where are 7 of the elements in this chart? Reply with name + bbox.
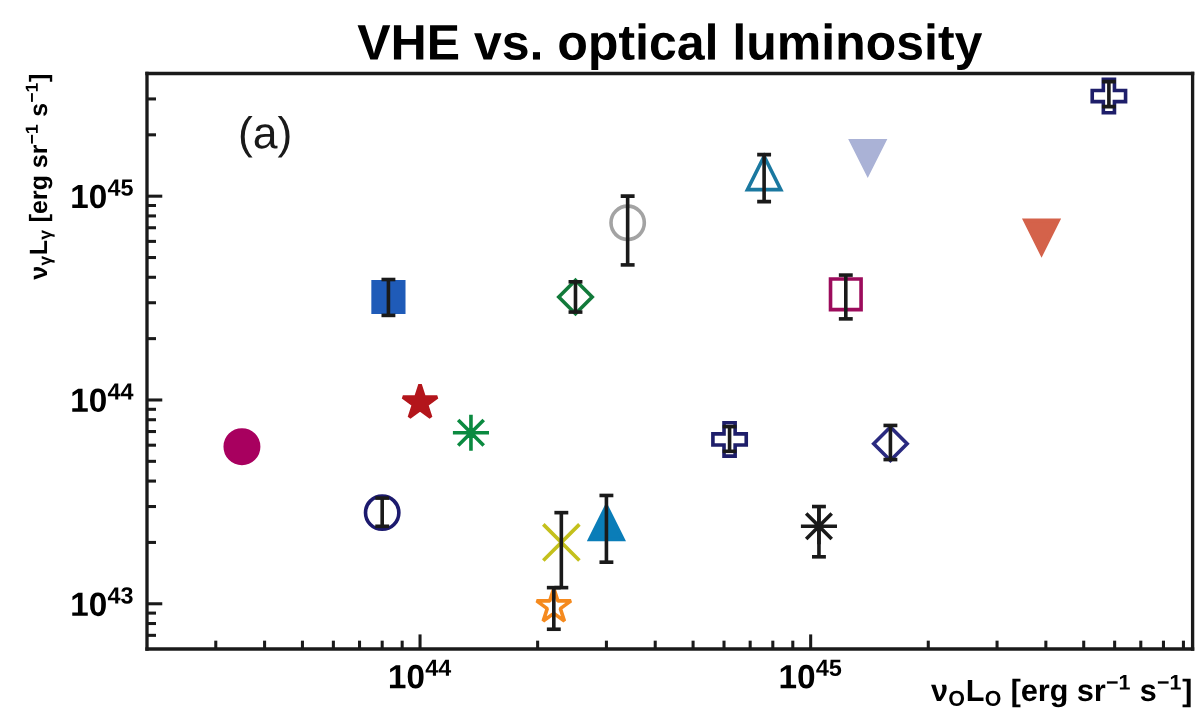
y-tick-label: 10$^{45}$ [72, 179, 133, 209]
text: ν$_{O}$L$_{O}$ [erg sr$^{−1}$ s$^{−1}$] [931, 674, 1191, 708]
annotation: (a) [240, 116, 290, 158]
text: ν$_{γ}$L$_{γ}$ [erg sr$^{−1}$ s$^{−1}$] [25, 75, 55, 280]
chart-title: VHE vs. optical luminosity [357, 23, 983, 70]
y-tick-label: 10$^{44}$ [72, 383, 134, 413]
y-tick-label: 10$^{43}$ [72, 587, 133, 617]
